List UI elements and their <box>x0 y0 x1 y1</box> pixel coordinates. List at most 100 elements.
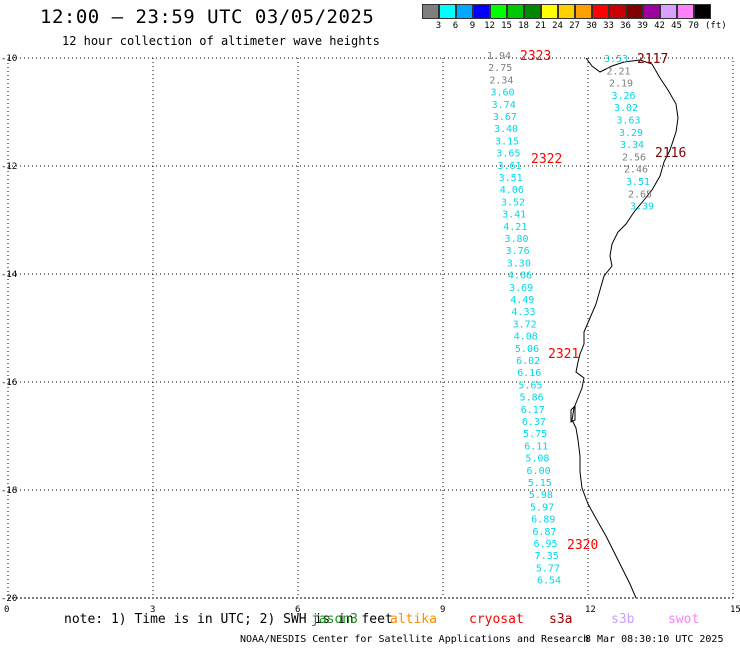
legend-swatch <box>626 4 643 19</box>
wave-height-value: 4.08 <box>514 332 538 343</box>
track-pass-label: 2323 <box>520 49 551 64</box>
track-pass-label: 2117 <box>637 52 668 67</box>
legend-swatch <box>694 4 711 19</box>
wave-height-value: 6.95 <box>534 539 558 550</box>
x-tick-label: 6 <box>295 605 300 615</box>
wave-height-value: 7.35 <box>535 551 559 562</box>
wave-height-value: 3.76 <box>506 246 530 257</box>
wave-height-value: 2.46 <box>624 165 648 176</box>
legend-label: 15 <box>501 21 512 31</box>
legend-swatch <box>422 4 439 19</box>
wave-height-value: 3.30 <box>507 258 531 269</box>
legend-swatch <box>660 4 677 19</box>
legend-label: 30 <box>586 21 597 31</box>
legend-swatch <box>558 4 575 19</box>
track-pass-label: 2322 <box>531 152 562 167</box>
wave-height-value: 1.94 <box>487 51 511 62</box>
wave-height-value: 3.80 <box>504 234 528 245</box>
wave-height-value: 3.69 <box>509 283 533 294</box>
track-pass-label: 2116 <box>655 146 686 161</box>
legend-label: 33 <box>603 21 614 31</box>
y-tick-label: -18 <box>1 486 17 496</box>
wave-height-value: 3.40 <box>494 124 518 135</box>
wave-height-value: 3.61 <box>497 161 521 172</box>
wave-height-value: 6.11 <box>524 441 548 452</box>
wave-height-value: 6.16 <box>517 368 541 379</box>
wave-height-value: 3.74 <box>492 100 516 111</box>
wave-height-value: 6.17 <box>521 405 545 416</box>
wave-height-value: 5.06 <box>515 344 539 355</box>
wave-height-value: 4.49 <box>510 295 534 306</box>
wave-height-value: 3.51 <box>499 173 523 184</box>
satellite-name: cryosat <box>469 612 524 627</box>
legend-label: 6 <box>452 21 459 31</box>
wave-height-value: 5.15 <box>528 478 552 489</box>
x-tick-label: 15 <box>730 605 740 615</box>
wave-height-value: 5.08 <box>525 454 549 465</box>
legend-swatch <box>524 4 541 19</box>
wave-height-value: 3.34 <box>620 140 644 151</box>
wave-height-value: 2.75 <box>488 63 512 74</box>
wave-height-value: 3.26 <box>612 91 636 102</box>
wave-height-value: 4.06 <box>500 185 524 196</box>
legend-label: 24 <box>552 21 563 31</box>
legend-label: 42 <box>654 21 665 31</box>
track-pass-label: 2320 <box>567 538 598 553</box>
wave-height-value: 4.21 <box>503 222 527 233</box>
wave-height-value: 3.39 <box>630 202 654 213</box>
x-tick-label: 0 <box>4 605 9 615</box>
satellite-name: jason3 <box>311 612 358 627</box>
wave-height-value: 4.33 <box>511 307 535 318</box>
wave-height-value: 6.54 <box>537 576 561 587</box>
island-outline <box>570 404 576 423</box>
wave-height-value: 3.65 <box>496 149 520 160</box>
satellite-name: altika <box>390 612 437 627</box>
wave-height-value: 3.02 <box>614 103 638 114</box>
x-tick-label: 12 <box>585 605 596 615</box>
note-text: note: 1) Time is in UTC; 2) SWH is in fe… <box>64 612 393 627</box>
coastline <box>571 57 679 599</box>
legend-swatch <box>507 4 524 19</box>
y-tick-label: -12 <box>1 162 17 172</box>
satellite-name: swot <box>668 612 700 627</box>
legend-label: 36 <box>620 21 631 31</box>
legend-swatch <box>677 4 694 19</box>
wave-height-value: 3.63 <box>617 116 641 127</box>
wave-height-value: 5.77 <box>536 563 560 574</box>
x-tick-label: 9 <box>440 605 445 615</box>
legend-swatch <box>456 4 473 19</box>
credit-text: NOAA/NESDIS Center for Satellite Applica… <box>240 634 590 645</box>
wave-height-value: 5.97 <box>530 502 554 513</box>
wave-height-value: 5.75 <box>523 429 547 440</box>
wave-height-color-legend <box>422 4 711 19</box>
wave-height-value: 5.65 <box>518 380 542 391</box>
wave-height-value: 3.29 <box>619 128 643 139</box>
wave-height-value: 3.15 <box>495 136 519 147</box>
generated-time: 8 Mar 08:30:10 UTC 2025 <box>585 634 724 645</box>
legend-label: 12 <box>484 21 495 31</box>
track-pass-label: 2321 <box>548 347 579 362</box>
legend-label: 39 <box>637 21 648 31</box>
wave-height-value: 6.37 <box>522 417 546 428</box>
legend-label: 18 <box>518 21 529 31</box>
legend-swatch <box>490 4 507 19</box>
legend-swatch <box>439 4 456 19</box>
legend-swatch <box>643 4 660 19</box>
wave-height-value: 2.56 <box>622 152 646 163</box>
legend-swatch <box>575 4 592 19</box>
legend-label: 45 <box>671 21 682 31</box>
wave-height-value: 5.98 <box>529 490 553 501</box>
wave-height-value: 3.67 <box>493 112 517 123</box>
y-tick-label: -16 <box>1 378 17 388</box>
legend-unit: (ft) <box>705 21 727 31</box>
wave-height-value: 3.52 <box>501 197 525 208</box>
satellite-name: s3a <box>549 612 573 627</box>
wave-height-value: 2.21 <box>607 66 631 77</box>
map-subtitle: 12 hour collection of altimeter wave hei… <box>62 34 380 48</box>
wave-height-value: 3.41 <box>502 210 526 221</box>
wave-height-value: 5.86 <box>520 393 544 404</box>
y-tick-label: -20 <box>1 594 17 604</box>
y-tick-label: -14 <box>1 270 17 280</box>
wave-height-value: 6.87 <box>532 527 556 538</box>
